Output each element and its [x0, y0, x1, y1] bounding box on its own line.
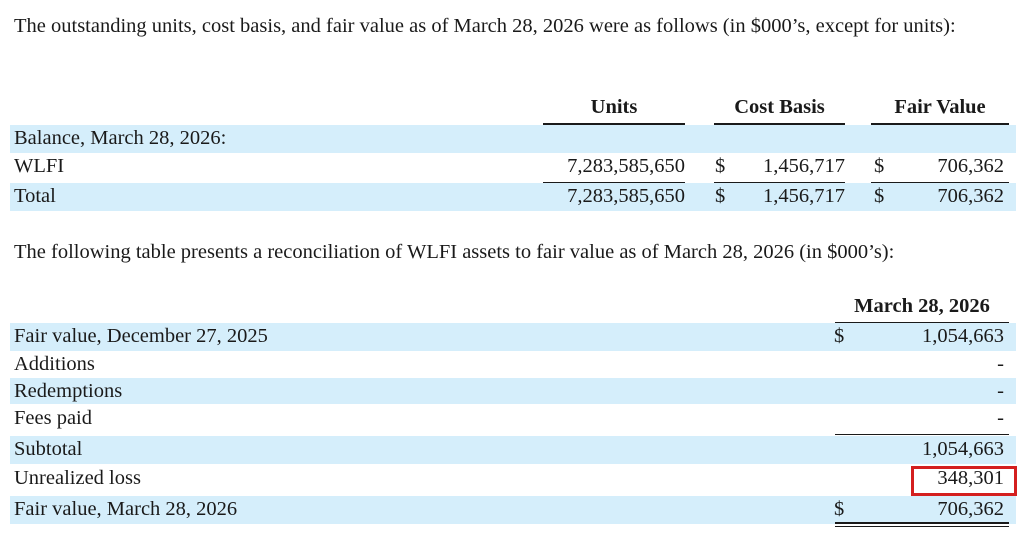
subtotal-rule-units: [543, 182, 685, 183]
row-label: Subtotal: [14, 438, 83, 460]
reconciliation-paragraph: The following table presents a reconcili…: [14, 241, 895, 263]
table-row: Total 7,283,585,650 $ 1,456,717 $ 706,36…: [10, 183, 1016, 211]
table-row: Subtotal 1,054,663: [10, 436, 1016, 464]
row-label: Unrealized loss: [14, 467, 141, 489]
total-double-rule-bottom: [835, 526, 1009, 527]
table-row: Fair value, December 27, 2025 $ 1,054,66…: [10, 323, 1016, 351]
row-label: Total: [14, 185, 56, 207]
currency-symbol: $: [834, 325, 845, 347]
table-row: Fees paid -: [10, 405, 1016, 431]
row-label: Additions: [14, 353, 95, 375]
value-cell: -: [997, 353, 1004, 375]
units-header-rule: [543, 123, 685, 125]
section-label-row: Balance, March 28, 2026:: [10, 125, 1016, 153]
cost-currency: $: [715, 155, 726, 177]
cost-basis-cell: 1,456,717: [763, 185, 845, 207]
row-label: Fair value, December 27, 2025: [14, 325, 268, 347]
fair-value-header: Fair Value: [894, 96, 986, 118]
fair-currency: $: [874, 155, 885, 177]
total-double-rule-top: [835, 522, 1009, 524]
subtotal-rule: [835, 434, 1009, 435]
currency-symbol: $: [834, 498, 845, 520]
cost-basis-cell: 1,456,717: [763, 155, 845, 177]
fair-value-cell: 706,362: [937, 155, 1004, 177]
units-header: Units: [590, 96, 638, 118]
fair-value-cell: 706,362: [937, 185, 1004, 207]
value-cell: 348,301: [937, 467, 1004, 489]
units-cell: 7,283,585,650: [567, 155, 685, 177]
march-28-2026-header: March 28, 2026: [854, 295, 990, 317]
value-cell: 1,054,663: [922, 438, 1004, 460]
section-label: Balance, March 28, 2026:: [14, 127, 227, 149]
cost-currency: $: [715, 185, 726, 207]
table-row: Additions -: [10, 351, 1016, 377]
cost-basis-header-rule: [714, 123, 845, 125]
subtotal-rule-fair: [871, 182, 1009, 183]
value-cell: -: [997, 407, 1004, 429]
row-label: Redemptions: [14, 380, 123, 402]
row-label: Fair value, March 28, 2026: [14, 498, 238, 520]
row-label: WLFI: [14, 155, 65, 177]
table-row: Fair value, March 28, 2026 $ 706,362: [10, 496, 1016, 524]
intro-paragraph: The outstanding units, cost basis, and f…: [14, 15, 956, 37]
cost-basis-header: Cost Basis: [734, 96, 825, 118]
value-cell: 1,054,663: [922, 325, 1004, 347]
subtotal-rule-cost: [714, 182, 845, 183]
table-row: WLFI 7,283,585,650 $ 1,456,717 $ 706,362: [10, 153, 1016, 181]
row-label: Fees paid: [14, 407, 92, 429]
value-cell: 706,362: [937, 498, 1004, 520]
value-cell: -: [997, 380, 1004, 402]
fair-currency: $: [874, 185, 885, 207]
units-cell: 7,283,585,650: [567, 185, 685, 207]
table-row: Redemptions -: [10, 378, 1016, 404]
table-row: Unrealized loss 348,301: [10, 465, 1016, 493]
unrealized-loss-highlight: [911, 466, 1017, 496]
fair-value-header-rule: [871, 123, 1009, 125]
